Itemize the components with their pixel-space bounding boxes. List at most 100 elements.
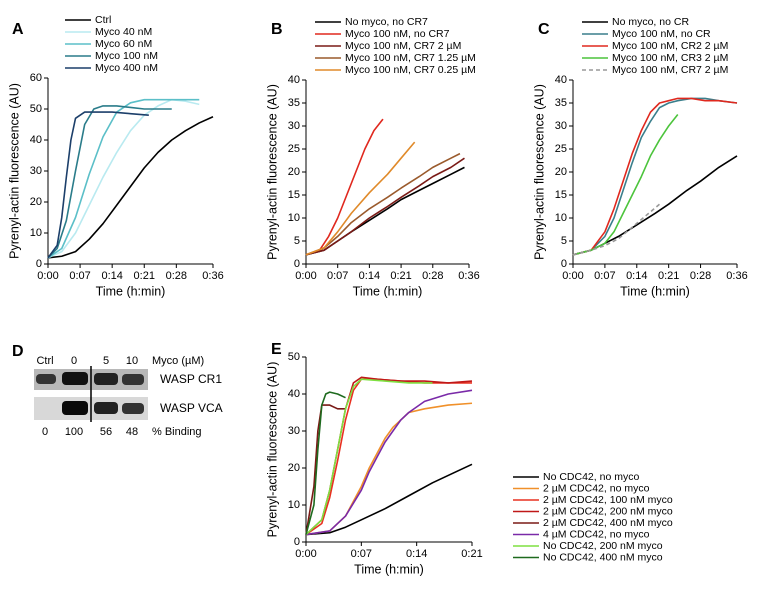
lane-label: 10 bbox=[126, 355, 138, 367]
blot-panel: D Ctrl 0 5 10 Myco (µM) WASP CR1 WASP VC… bbox=[12, 343, 223, 438]
legend-label: No myco, no CR7 bbox=[345, 16, 428, 28]
lane-label: 5 bbox=[103, 355, 109, 367]
x-axis-title: Time (h:min) bbox=[620, 284, 690, 298]
y-tick-label: 30 bbox=[288, 425, 300, 437]
x-tick-label: 0:28 bbox=[690, 270, 711, 282]
x-tick-label: 0:14 bbox=[359, 270, 380, 282]
series-line bbox=[47, 105, 172, 259]
band bbox=[62, 372, 88, 385]
y-tick-label: 40 bbox=[288, 388, 300, 400]
x-tick-label: 0:07 bbox=[351, 548, 372, 560]
x-tick-label: 0:00 bbox=[295, 270, 316, 282]
lane-label: Ctrl bbox=[36, 355, 53, 367]
y-tick-label: 0 bbox=[561, 258, 567, 270]
x-tick-label: 0:21 bbox=[461, 548, 482, 560]
panel-letter: E bbox=[271, 341, 282, 358]
y-tick-label: 5 bbox=[561, 235, 567, 247]
y-tick-label: 0 bbox=[294, 536, 300, 548]
y-tick-label: 40 bbox=[555, 74, 567, 86]
legend-label: 2 µM CDC42, 200 nM myco bbox=[543, 505, 673, 517]
series-line bbox=[47, 111, 149, 259]
legend-label: Myco 100 nM, CR3 2 µM bbox=[612, 52, 728, 64]
legend-label: Myco 60 nM bbox=[95, 38, 152, 50]
legend-label: Myco 40 nM bbox=[95, 26, 152, 38]
x-tick-label: 0:36 bbox=[458, 270, 479, 282]
legend-label: Myco 100 nM, CR2 2 µM bbox=[612, 40, 728, 52]
y-tick-label: 10 bbox=[30, 227, 42, 239]
legend-label: Myco 100 nM, no CR7 bbox=[345, 28, 450, 40]
y-tick-label: 30 bbox=[30, 165, 42, 177]
y-tick-label: 50 bbox=[288, 351, 300, 363]
series-line bbox=[572, 97, 738, 256]
series-line bbox=[47, 98, 200, 259]
y-tick-label: 10 bbox=[288, 499, 300, 511]
legend-label: Ctrl bbox=[95, 14, 111, 26]
y-axis-title: Pyrenyl-actin fluorescence (AU) bbox=[532, 84, 546, 260]
legend-label: Myco 100 nM, CR7 1.25 µM bbox=[345, 52, 476, 64]
series-line bbox=[47, 98, 200, 259]
series-line bbox=[572, 97, 738, 256]
x-tick-label: 0:00 bbox=[295, 548, 316, 560]
legend-label: 4 µM CDC42, no myco bbox=[543, 528, 650, 540]
series-line bbox=[305, 376, 473, 536]
legend-label: No CDC42, no myco bbox=[543, 471, 639, 483]
y-tick-label: 15 bbox=[288, 189, 300, 201]
y-tick-label: 5 bbox=[294, 235, 300, 247]
x-axis-title: Time (h:min) bbox=[353, 284, 423, 298]
binding-value: 48 bbox=[126, 426, 138, 438]
x-tick-label: 0:36 bbox=[202, 270, 223, 282]
series-line bbox=[305, 389, 473, 536]
legend-label: Myco 100 nM, CR7 2 µM bbox=[345, 40, 461, 52]
legend-label: 2 µM CDC42, 400 nM myco bbox=[543, 517, 673, 529]
y-tick-label: 20 bbox=[30, 196, 42, 208]
x-axis-title: Time (h:min) bbox=[96, 284, 166, 298]
legend-label: No myco, no CR bbox=[612, 16, 689, 28]
row-label: WASP VCA bbox=[160, 401, 223, 415]
legend-label: Myco 100 nM, CR7 2 µM bbox=[612, 64, 728, 76]
x-tick-label: 0:14 bbox=[101, 270, 122, 282]
series-line bbox=[305, 378, 433, 536]
legend-label: 2 µM CDC42, 100 nM myco bbox=[543, 494, 673, 506]
series-line bbox=[47, 116, 214, 259]
y-tick-label: 40 bbox=[30, 134, 42, 146]
y-tick-label: 20 bbox=[288, 166, 300, 178]
y-axis-title: Pyrenyl-actin fluorescence (AU) bbox=[265, 84, 279, 260]
row-label: WASP CR1 bbox=[160, 372, 222, 386]
series-line bbox=[305, 118, 384, 256]
lane-label: 0 bbox=[71, 355, 77, 367]
series-line bbox=[305, 402, 473, 536]
series-line bbox=[305, 152, 461, 256]
y-tick-label: 15 bbox=[555, 189, 567, 201]
y-tick-label: 30 bbox=[288, 120, 300, 132]
x-tick-label: 0:14 bbox=[406, 548, 427, 560]
x-tick-label: 0:07 bbox=[69, 270, 90, 282]
band bbox=[122, 403, 144, 414]
y-axis-title: Pyrenyl-actin fluorescence (AU) bbox=[7, 83, 21, 259]
y-tick-label: 35 bbox=[288, 97, 300, 109]
x-tick-label: 0:00 bbox=[37, 270, 58, 282]
binding-value: 56 bbox=[100, 426, 112, 438]
binding-title: % Binding bbox=[152, 426, 202, 438]
panel-letter: B bbox=[271, 21, 283, 38]
y-tick-label: 10 bbox=[555, 212, 567, 224]
x-tick-label: 0:28 bbox=[166, 270, 187, 282]
x-tick-label: 0:21 bbox=[390, 270, 411, 282]
legend-label: 2 µM CDC42, no myco bbox=[543, 482, 650, 494]
band bbox=[94, 402, 118, 414]
x-tick-label: 0:21 bbox=[134, 270, 155, 282]
series-line bbox=[305, 141, 416, 256]
y-tick-label: 40 bbox=[288, 74, 300, 86]
legend-label: No CDC42, 200 nM myco bbox=[543, 540, 663, 552]
band bbox=[62, 401, 88, 415]
legend-label: No CDC42, 400 nM myco bbox=[543, 551, 663, 563]
series-line bbox=[305, 391, 346, 535]
band bbox=[122, 374, 144, 385]
x-tick-label: 0:07 bbox=[594, 270, 615, 282]
panel-letter: C bbox=[538, 21, 550, 38]
legend-label: Myco 400 nM bbox=[95, 62, 158, 74]
band bbox=[94, 373, 118, 385]
y-tick-label: 30 bbox=[555, 120, 567, 132]
series-line bbox=[572, 203, 661, 256]
x-tick-label: 0:21 bbox=[658, 270, 679, 282]
